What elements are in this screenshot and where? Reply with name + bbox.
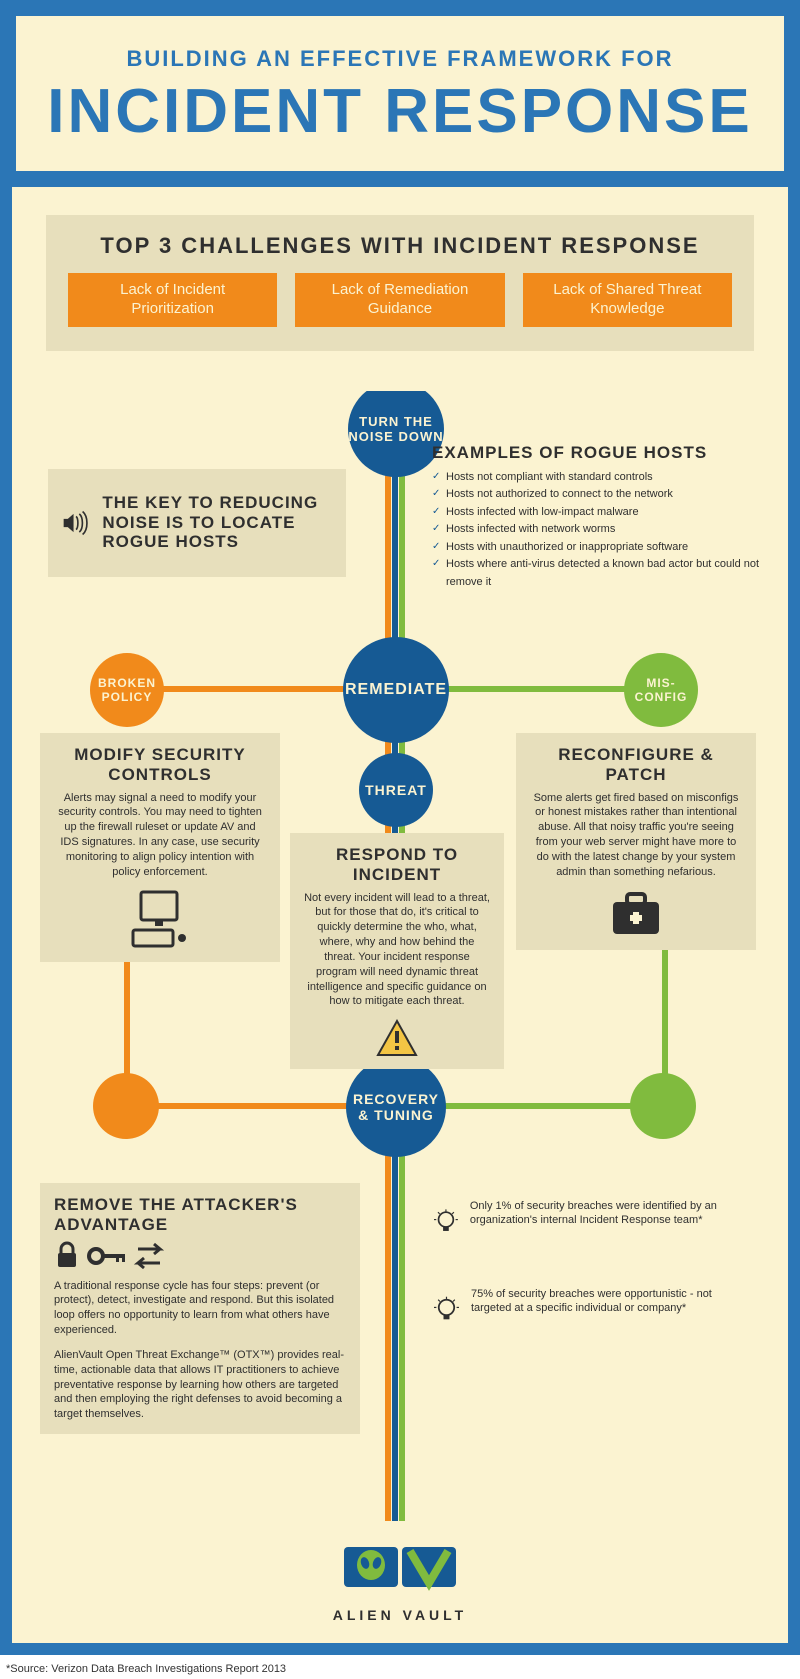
source-citation: *Source: Verizon Data Breach Investigati… xyxy=(0,1655,800,1679)
remove-title: REMOVE THE ATTACKER'S ADVANTAGE xyxy=(54,1195,346,1235)
node-label: THREAT xyxy=(365,782,427,798)
respond-panel: RESPOND TO INCIDENT Not every incident w… xyxy=(290,833,504,1070)
stats-block: Only 1% of security breaches were identi… xyxy=(434,1199,744,1357)
spine2-blue xyxy=(392,1131,398,1521)
stat-row: 75% of security breaches were opportunis… xyxy=(434,1287,744,1335)
rogue-title: EXAMPLES OF ROGUE HOSTS xyxy=(432,443,762,463)
speaker-icon xyxy=(62,493,88,553)
flowchart: TURN THE NOISE DOWN REMEDIATE THREAT REC… xyxy=(12,391,788,1521)
rogue-item: Hosts infected with network worms xyxy=(432,521,762,539)
separator xyxy=(12,175,788,187)
stat1: Only 1% of security breaches were identi… xyxy=(470,1199,744,1229)
bulb-icon xyxy=(434,1199,458,1247)
challenge-item: Lack of Remediation Guidance xyxy=(295,273,504,327)
brand-name: ALIEN VAULT xyxy=(12,1607,788,1623)
modify-panel: MODIFY SECURITY CONTROLS Alerts may sign… xyxy=(40,733,280,962)
rogue-list: Hosts not compliant with standard contro… xyxy=(432,469,762,592)
bulb-icon xyxy=(434,1287,459,1335)
challenge-item: Lack of Incident Prioritization xyxy=(68,273,277,327)
remove-body1: A traditional response cycle has four st… xyxy=(54,1279,346,1338)
node-label: BROKEN POLICY xyxy=(90,676,164,704)
warning-icon xyxy=(376,1019,418,1057)
alienvault-logo xyxy=(340,1545,460,1601)
challenges-box: TOP 3 CHALLENGES WITH INCIDENT RESPONSE … xyxy=(46,215,754,351)
computer-icon xyxy=(125,890,195,950)
challenges-title: TOP 3 CHALLENGES WITH INCIDENT RESPONSE xyxy=(68,233,732,259)
reconfig-title: RECONFIGURE & PATCH xyxy=(530,745,742,785)
rogue-item: Hosts where anti-virus detected a known … xyxy=(432,556,762,591)
node-label: RECOVERY & TUNING xyxy=(346,1091,446,1123)
noise-text: THE KEY TO REDUCING NOISE IS TO LOCATE R… xyxy=(102,493,332,552)
rogue-item: Hosts not compliant with standard contro… xyxy=(432,469,762,487)
reconfig-body: Some alerts get fired based on misconfig… xyxy=(530,791,742,880)
stat-row: Only 1% of security breaches were identi… xyxy=(434,1199,744,1247)
node-label: MIS-CONFIG xyxy=(624,676,698,704)
remove-panel: REMOVE THE ATTACKER'S ADVANTAGE A tradit… xyxy=(40,1183,360,1435)
node-threat: THREAT xyxy=(359,753,433,827)
briefcase-icon xyxy=(609,890,663,938)
node-broken-policy: BROKEN POLICY xyxy=(90,653,164,727)
respond-title: RESPOND TO INCIDENT xyxy=(304,845,490,885)
footer: ALIEN VAULT xyxy=(12,1521,788,1643)
rogue-item: Hosts not authorized to connect to the n… xyxy=(432,486,762,504)
rogue-hosts: EXAMPLES OF ROGUE HOSTS Hosts not compli… xyxy=(432,443,762,592)
spine2-green xyxy=(399,1131,405,1521)
challenges-section: TOP 3 CHALLENGES WITH INCIDENT RESPONSE … xyxy=(12,187,788,391)
page-container: BUILDING AN EFFECTIVE FRAMEWORK FOR INCI… xyxy=(0,0,800,1655)
rogue-item: Hosts with unauthorized or inappropriate… xyxy=(432,539,762,557)
node-label: TURN THE NOISE DOWN xyxy=(348,414,444,444)
modify-body: Alerts may signal a need to modify your … xyxy=(54,791,266,880)
rogue-item: Hosts infected with low-impact malware xyxy=(432,504,762,522)
node-recovery: RECOVERY & TUNING xyxy=(346,1057,446,1157)
node-turn-noise: TURN THE NOISE DOWN xyxy=(348,391,444,477)
spine2-orange xyxy=(385,1131,391,1521)
challenge-item: Lack of Shared Threat Knowledge xyxy=(523,273,732,327)
respond-body: Not every incident will lead to a threat… xyxy=(304,891,490,1010)
green-dot xyxy=(630,1073,696,1139)
hero-pretitle: BUILDING AN EFFECTIVE FRAMEWORK FOR xyxy=(36,46,764,72)
stat2: 75% of security breaches were opportunis… xyxy=(471,1287,744,1317)
remove-body2: AlienVault Open Threat Exchange™ (OTX™) … xyxy=(54,1348,346,1422)
node-misconfig: MIS-CONFIG xyxy=(624,653,698,727)
node-remediate: REMEDIATE xyxy=(343,637,449,743)
orange-dot xyxy=(93,1073,159,1139)
node-label: REMEDIATE xyxy=(345,681,447,699)
challenges-row: Lack of Incident Prioritization Lack of … xyxy=(68,273,732,327)
reconfig-panel: RECONFIGURE & PATCH Some alerts get fire… xyxy=(516,733,756,950)
hero: BUILDING AN EFFECTIVE FRAMEWORK FOR INCI… xyxy=(12,12,788,175)
modify-title: MODIFY SECURITY CONTROLS xyxy=(54,745,266,785)
hero-title: INCIDENT RESPONSE xyxy=(36,76,764,147)
lock-key-icons xyxy=(54,1241,174,1271)
noise-panel: THE KEY TO REDUCING NOISE IS TO LOCATE R… xyxy=(48,469,346,577)
